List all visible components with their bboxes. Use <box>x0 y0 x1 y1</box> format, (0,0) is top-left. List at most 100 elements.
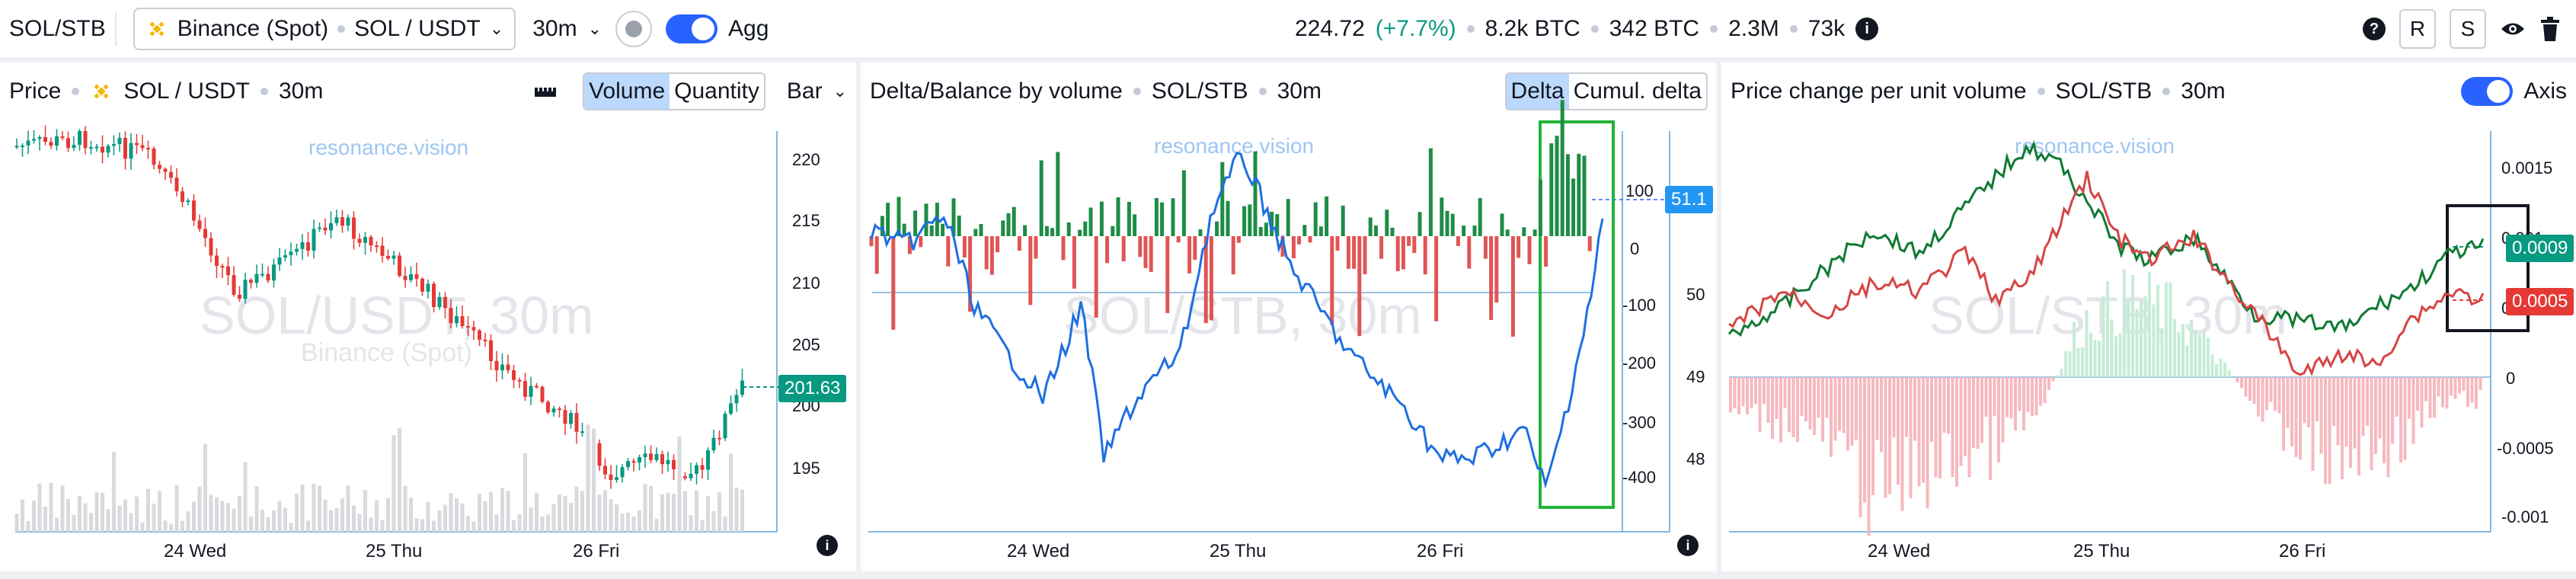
delta-option[interactable]: Delta <box>1506 74 1569 109</box>
delta-chart[interactable] <box>861 62 1717 571</box>
separator-dot <box>260 88 268 95</box>
delta-bar <box>1373 225 1378 236</box>
candle-body <box>437 296 442 308</box>
delta-bar <box>957 216 961 236</box>
volume-bar <box>706 496 710 532</box>
r-button[interactable]: R <box>2399 9 2436 49</box>
delta-bar <box>1571 178 1576 236</box>
histogram-bar <box>2458 377 2461 394</box>
histogram-bar <box>1863 377 1866 503</box>
histogram-bar <box>1871 377 1874 495</box>
delta-bar <box>1346 236 1350 269</box>
axis-toggle[interactable] <box>2461 77 2514 106</box>
price-chart[interactable] <box>0 62 856 571</box>
histogram-bar <box>1867 377 1871 536</box>
volume-bar <box>72 514 76 532</box>
info-icon[interactable]: i <box>1677 535 1699 556</box>
pcv-series <box>1727 140 2485 536</box>
delta-bar <box>1532 229 1537 236</box>
histogram-bar <box>2009 377 2013 419</box>
quantity-option[interactable]: Quantity <box>674 78 759 104</box>
ruler-icon[interactable] <box>534 84 557 99</box>
histogram-bar <box>2378 377 2382 439</box>
histogram-bar <box>2185 345 2189 377</box>
candle-body <box>398 255 401 277</box>
s-button[interactable]: S <box>2450 9 2486 49</box>
histogram-bar <box>1955 377 1958 487</box>
candle-body <box>55 136 59 146</box>
histogram-bar <box>2089 332 2092 377</box>
delta-bar <box>1165 236 1170 313</box>
delta-bar <box>1401 236 1405 270</box>
candle-body <box>643 453 647 458</box>
volume-bar <box>620 513 625 532</box>
histogram-bar <box>2143 296 2147 377</box>
histogram-bar <box>1763 377 1766 404</box>
delta-bar <box>869 236 874 247</box>
delta-bar <box>1527 236 1532 264</box>
y-left-tick: 0 <box>1630 239 1640 258</box>
delta-panel-header: Delta/Balance by volume SOL/STB 30m Delt… <box>870 72 1708 111</box>
candle-body <box>329 222 333 231</box>
histogram-bar <box>1888 377 1891 494</box>
candle-body <box>455 316 459 324</box>
delta-bar <box>1181 170 1186 236</box>
volume-bar <box>677 436 682 532</box>
cumul-delta-option[interactable]: Cumul. delta <box>1573 78 1702 104</box>
histogram-bar <box>1775 377 1779 420</box>
delta-bar <box>973 229 978 236</box>
volume-bar <box>89 513 93 532</box>
volume-bar <box>478 494 481 532</box>
volume-bar <box>14 513 19 532</box>
volume-bar <box>580 491 584 532</box>
volume-bar <box>734 487 739 532</box>
info-icon[interactable]: i <box>1855 18 1879 40</box>
histogram-bar <box>2047 377 2050 390</box>
candle-body <box>478 330 481 340</box>
volume-bar <box>500 488 504 532</box>
delta-bar <box>1215 221 1219 236</box>
candle-body <box>192 200 196 221</box>
watermark-symbol: SOL/USDT, 30m <box>200 286 594 345</box>
separator-dot <box>1133 88 1141 95</box>
volume-bar <box>660 494 664 532</box>
record-button[interactable] <box>615 11 652 47</box>
candle-body <box>220 266 225 268</box>
candle-body <box>32 139 36 141</box>
candle-body <box>117 137 122 145</box>
histogram-bar <box>2173 318 2176 377</box>
volume-bar <box>209 494 213 532</box>
eye-icon[interactable] <box>2500 18 2526 40</box>
agg-toggle[interactable] <box>666 14 718 43</box>
delta-bar <box>1555 136 1559 236</box>
trash-icon[interactable] <box>2539 17 2561 41</box>
delta-bar <box>1248 204 1252 236</box>
volume-bar <box>529 507 533 532</box>
separator-dot <box>1590 25 1599 33</box>
info-icon[interactable]: i <box>817 535 838 556</box>
candle-body <box>740 380 744 395</box>
candle-body <box>260 274 264 276</box>
exchange-symbol-selector[interactable]: Binance (Spot) SOL / USDT ⌄ <box>133 8 516 50</box>
volume-bar <box>174 485 179 532</box>
volume-bar <box>609 499 613 532</box>
delta-bar <box>1417 212 1422 236</box>
cumul-value-tag: 51.1 <box>1665 186 1713 213</box>
volume-option[interactable]: Volume <box>584 74 670 109</box>
stat-trades: 73k <box>1807 16 1846 41</box>
green-value-tag: 0.0009 <box>2506 235 2574 262</box>
candle-body <box>295 248 299 252</box>
delta-bar <box>1440 197 1444 236</box>
delta-bar <box>1006 213 1011 236</box>
histogram-bar <box>1897 377 1900 485</box>
candle-body <box>723 414 727 439</box>
delta-bar <box>1171 198 1175 236</box>
help-icon[interactable]: ? <box>2363 18 2386 40</box>
histogram-bar <box>1830 377 1833 457</box>
candle-body <box>729 403 733 414</box>
candle-body <box>334 217 339 223</box>
pcv-chart[interactable] <box>1721 62 2576 571</box>
histogram-bar <box>1930 377 1933 442</box>
timeframe-selector[interactable]: 30m ⌄ <box>532 16 602 42</box>
chart-type-selector[interactable]: Bar <box>786 78 823 104</box>
